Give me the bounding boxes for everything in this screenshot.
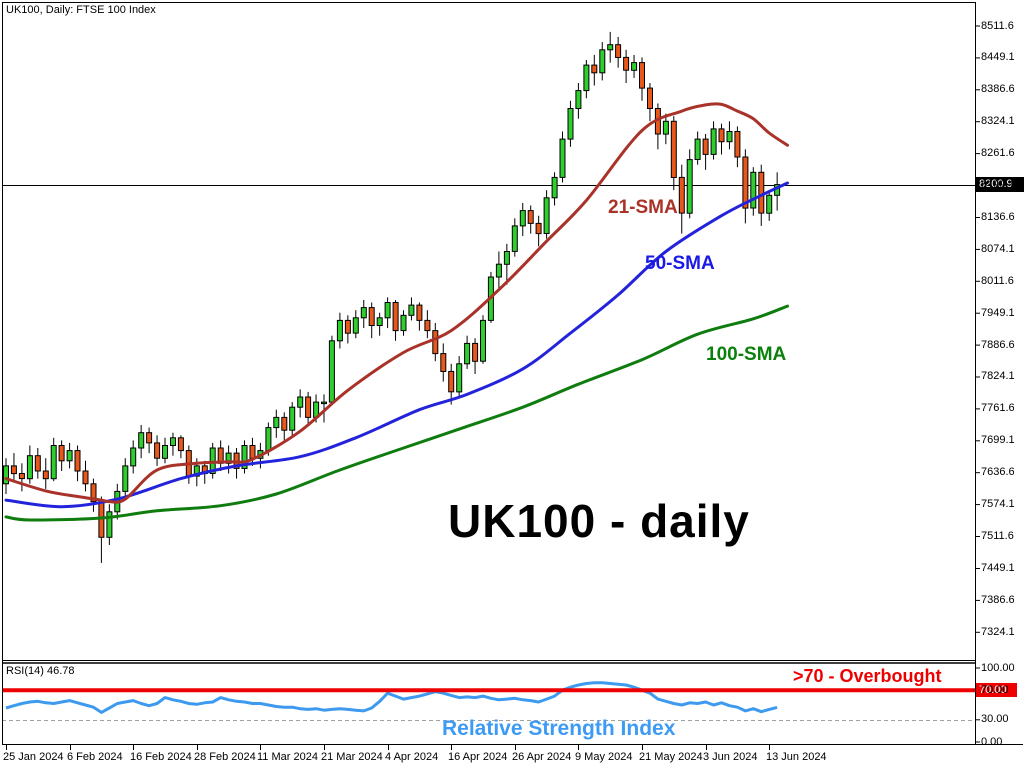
price-tick-label: 7511.6: [981, 530, 1014, 542]
price-tick-label: 7574.1: [981, 498, 1015, 510]
price-tick-label: 7824.1: [981, 370, 1015, 382]
sma100-label: 100-SMA: [706, 344, 787, 365]
date-tick-label: 6 Feb 2024: [67, 751, 123, 763]
date-tick-label: 21 Mar 2024: [321, 751, 383, 763]
price-tick-label: 7449.1: [981, 562, 1015, 574]
watermark-text: UK100 - daily: [448, 495, 750, 547]
price-tick-label: 8449.1: [981, 51, 1015, 63]
rsi-tick-label: 0.00: [981, 736, 1003, 748]
date-tick-label: 26 Apr 2024: [512, 751, 572, 763]
price-tick-label: 7324.1: [981, 626, 1015, 638]
date-tick-label: 28 Feb 2024: [194, 751, 256, 763]
price-tick-label: 7699.1: [981, 434, 1015, 446]
rsi-tick-label: 70.00: [981, 684, 1009, 696]
price-tick-label: 7386.6: [981, 594, 1015, 606]
rsi-tick-label: 100.00: [981, 662, 1015, 674]
chart-title: UK100, Daily: FTSE 100 Index: [6, 4, 156, 16]
price-tick-label: 8261.6: [981, 147, 1015, 159]
rsi-indicator-label: RSI(14) 46.78: [6, 665, 75, 677]
price-tick-label: 8136.6: [981, 211, 1015, 223]
price-tick-label: 7886.6: [981, 339, 1015, 351]
date-tick-label: 4 Apr 2024: [385, 751, 439, 763]
price-tick-label: 7949.1: [981, 307, 1015, 319]
date-tick-label: 9 May 2024: [575, 751, 633, 763]
date-tick-label: 11 Mar 2024: [257, 751, 318, 763]
price-tick-label: 7636.6: [981, 466, 1015, 478]
date-tick-label: 16 Feb 2024: [130, 751, 192, 763]
date-tick-label: 3 Jun 2024: [703, 751, 758, 763]
price-tick-label: 7761.6: [981, 402, 1015, 414]
price-tick-label: 8199.1: [981, 179, 1015, 191]
price-tick-label: 8386.6: [981, 83, 1015, 95]
sma50-label: 50-SMA: [645, 253, 715, 274]
date-tick-label: 21 May 2024: [639, 751, 703, 763]
price-tick-label: 8511.6: [981, 20, 1014, 32]
date-tick-label: 25 Jan 2024: [3, 751, 64, 763]
current-price-box: 8200.9: [976, 177, 1024, 192]
rsi-overbought-level-box: 70.00: [976, 683, 1017, 697]
price-tick-label: 8011.6: [981, 275, 1014, 287]
price-tick-label: 8074.1: [981, 243, 1015, 255]
rsi-tick-label: 30.00: [981, 713, 1009, 725]
rsi-footer-label: Relative Strength Index: [442, 717, 676, 740]
price-tick-label: 8324.1: [981, 115, 1015, 127]
date-tick-label: 16 Apr 2024: [448, 751, 508, 763]
date-tick-label: 13 Jun 2024: [766, 751, 827, 763]
sma21-label: 21-SMA: [608, 197, 678, 218]
overbought-label: >70 - Overbought: [793, 666, 942, 686]
